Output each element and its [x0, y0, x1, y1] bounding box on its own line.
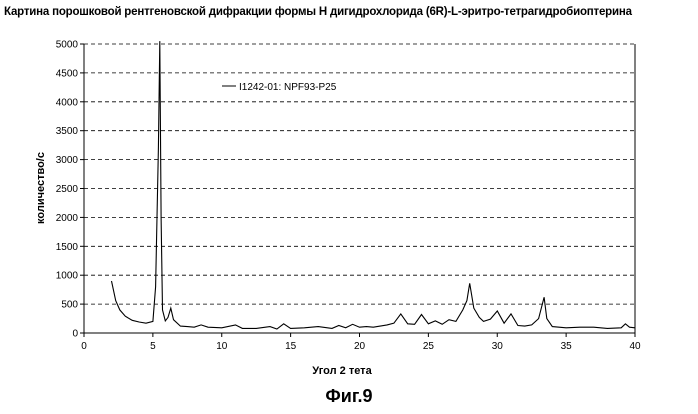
y-tick-label-3500: 3500: [56, 126, 79, 137]
x-tick-label-5: 5: [150, 341, 156, 352]
x-tick-label-40: 40: [629, 341, 641, 352]
gridlines: [84, 44, 635, 304]
y-tick-label-2000: 2000: [56, 213, 79, 224]
series-line: [112, 41, 636, 329]
x-tick-label-0: 0: [81, 341, 87, 352]
x-axis-label: Угол 2 тета: [312, 365, 372, 377]
x-tick-label-30: 30: [492, 341, 504, 352]
x-tick-label-15: 15: [285, 341, 297, 352]
y-tick-label-2500: 2500: [56, 184, 79, 195]
x-tick-label-35: 35: [561, 341, 573, 352]
y-tick-label-1000: 1000: [56, 271, 79, 282]
y-tick-label-500: 500: [61, 300, 78, 311]
legend-label: I1242-01: NPF93-P25: [239, 82, 337, 93]
y-axis-ticks: 0 500 1000 1500 2000 2500 3000 3500 4000 4500 5000: [56, 40, 84, 340]
x-tick-label-25: 25: [423, 341, 435, 352]
x-axis-ticks: 0 5 10 15 20 25 30 35 40: [81, 333, 641, 352]
y-tick-label-3000: 3000: [56, 155, 79, 166]
y-tick-label-0: 0: [72, 329, 78, 340]
x-tick-label-10: 10: [216, 341, 228, 352]
y-tick-label-5000: 5000: [56, 40, 79, 51]
y-tick-label-4000: 4000: [56, 97, 79, 108]
y-tick-label-1500: 1500: [56, 242, 79, 253]
y-axis-label: количество/с: [35, 152, 47, 224]
legend: I1242-01: NPF93-P25: [202, 76, 356, 96]
figure-caption: Фиг.9: [0, 386, 698, 407]
y-tick-label-4500: 4500: [56, 68, 79, 79]
x-tick-label-20: 20: [354, 341, 366, 352]
